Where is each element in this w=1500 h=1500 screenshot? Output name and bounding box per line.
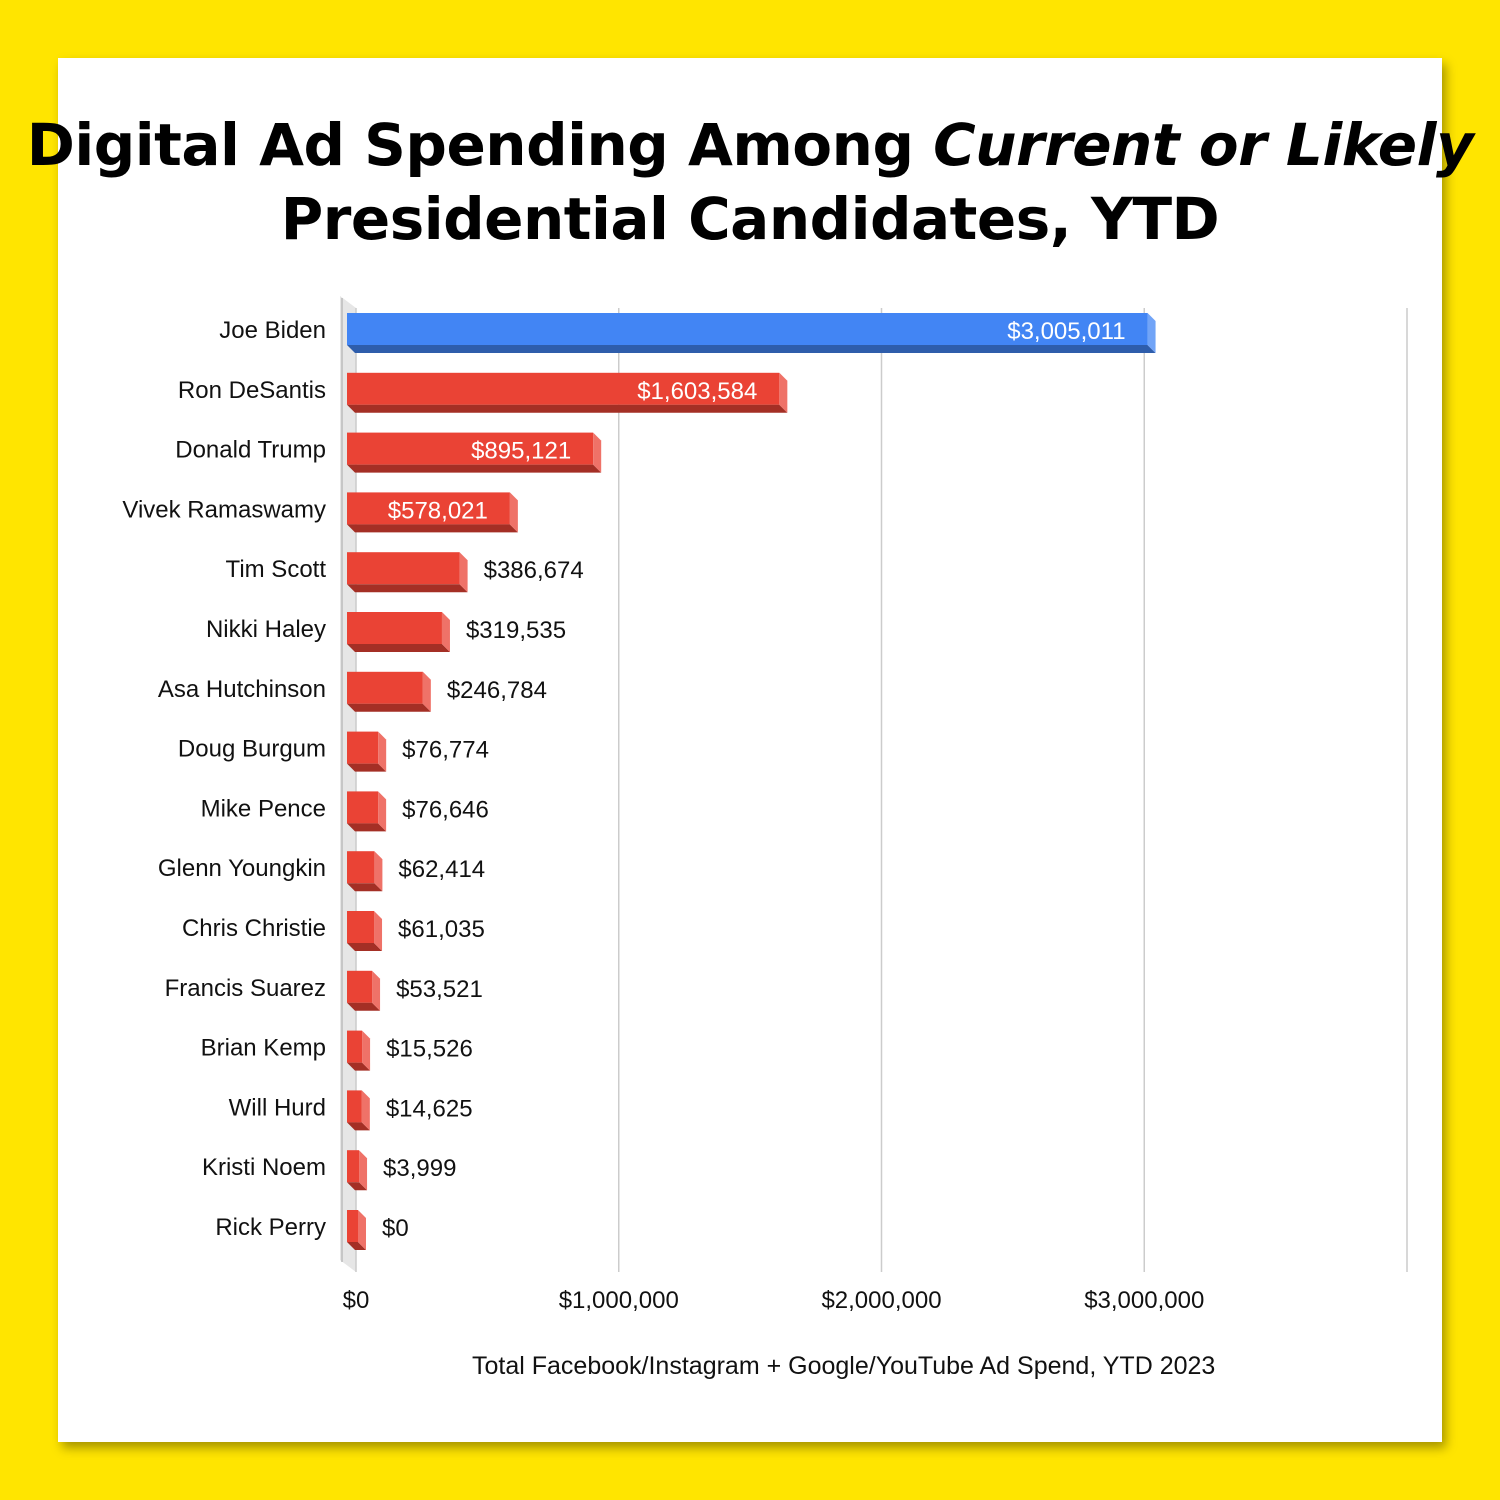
bar-2 xyxy=(347,432,594,465)
title-part-1: Digital Ad Spending Among xyxy=(26,111,934,179)
x-tick-label-1: $1,000,000 xyxy=(559,1287,679,1314)
value-label-8: $76,646 xyxy=(402,796,489,823)
bar-bottom-1 xyxy=(347,404,788,413)
value-label-11: $53,521 xyxy=(396,976,483,1003)
bar-12 xyxy=(347,1030,363,1063)
value-label-12: $15,526 xyxy=(386,1036,473,1063)
bar-14 xyxy=(347,1150,360,1183)
value-label-4: $386,674 xyxy=(484,557,584,584)
value-label-5: $319,535 xyxy=(466,617,566,644)
bar-bottom-10 xyxy=(347,943,383,951)
bar-end-4 xyxy=(459,552,468,593)
value-label-6: $246,784 xyxy=(447,677,547,704)
bar-bottom-15 xyxy=(347,1242,366,1250)
bar-end-15 xyxy=(358,1210,366,1250)
bar-bottom-13 xyxy=(347,1122,370,1131)
bar-15 xyxy=(347,1210,358,1242)
x-tick-label-3: $3,000,000 xyxy=(1084,1287,1204,1314)
category-label-0: Joe Biden xyxy=(219,317,326,344)
bar-bottom-9 xyxy=(347,883,383,892)
value-label-3: $578,021 xyxy=(388,497,488,524)
x-tick-label-0: $0 xyxy=(343,1287,370,1314)
bar-bottom-6 xyxy=(347,703,431,712)
bar-end-3 xyxy=(509,492,518,533)
x-axis-title: Total Facebook/Instagram + Google/YouTub… xyxy=(472,1352,1216,1380)
bar-end-5 xyxy=(441,612,450,652)
bar-bottom-2 xyxy=(347,464,602,473)
value-label-15: $0 xyxy=(382,1215,409,1242)
chart-title: Digital Ad Spending Among Current or Lik… xyxy=(0,108,1500,256)
bar-bottom-14 xyxy=(347,1182,368,1191)
bar-8 xyxy=(347,791,379,824)
bar-bottom-3 xyxy=(347,524,518,533)
bar-end-10 xyxy=(374,911,383,951)
bar-7 xyxy=(347,731,379,764)
bar-13 xyxy=(347,1090,362,1123)
bar-6 xyxy=(347,671,423,704)
bar-9 xyxy=(347,851,375,884)
bar-end-6 xyxy=(422,671,431,712)
bar-end-14 xyxy=(359,1150,368,1191)
category-label-10: Chris Christie xyxy=(182,915,326,942)
bar-0 xyxy=(347,313,1148,345)
title-part-3: Presidential Candidates, YTD xyxy=(280,185,1220,253)
bar-3 xyxy=(347,492,510,525)
category-label-4: Tim Scott xyxy=(226,556,327,583)
bar-bottom-5 xyxy=(347,644,450,652)
bar-bottom-7 xyxy=(347,763,387,772)
category-label-6: Asa Hutchinson xyxy=(158,676,326,703)
category-label-3: Vivek Ramaswamy xyxy=(122,496,326,523)
value-label-0: $3,005,011 xyxy=(1007,318,1125,345)
category-label-7: Doug Burgum xyxy=(178,736,326,763)
title-part-2: Current or Likely xyxy=(933,111,1474,179)
bar-end-11 xyxy=(372,970,381,1011)
category-label-9: Glenn Youngkin xyxy=(158,855,326,882)
bar-5 xyxy=(347,612,442,644)
bar-10 xyxy=(347,911,375,943)
value-label-7: $76,774 xyxy=(402,737,489,764)
category-label-11: Francis Suarez xyxy=(165,975,326,1002)
category-label-2: Donald Trump xyxy=(175,437,326,464)
bar-bottom-0 xyxy=(347,345,1156,353)
bar-bottom-8 xyxy=(347,823,387,832)
category-label-13: Will Hurd xyxy=(229,1094,326,1121)
bar-bottom-12 xyxy=(347,1062,371,1071)
bar-end-12 xyxy=(362,1030,371,1071)
value-label-1: $1,603,584 xyxy=(637,378,757,405)
bar-end-0 xyxy=(1147,313,1156,353)
bar-4 xyxy=(347,552,460,585)
x-tick-label-2: $2,000,000 xyxy=(821,1287,941,1314)
category-label-1: Ron DeSantis xyxy=(178,377,326,404)
value-label-14: $3,999 xyxy=(383,1155,456,1182)
category-label-5: Nikki Haley xyxy=(206,616,326,643)
category-label-8: Mike Pence xyxy=(201,795,326,822)
bar-end-7 xyxy=(378,731,387,772)
value-label-10: $61,035 xyxy=(398,916,485,943)
bar-end-9 xyxy=(374,851,383,892)
axis-wall xyxy=(340,296,356,1272)
bar-11 xyxy=(347,970,373,1003)
bar-1 xyxy=(347,372,780,405)
bar-bottom-11 xyxy=(347,1002,381,1011)
chart-card xyxy=(58,58,1442,1442)
category-label-14: Kristi Noem xyxy=(202,1154,326,1181)
bar-bottom-4 xyxy=(347,584,468,593)
category-label-15: Rick Perry xyxy=(215,1214,326,1241)
value-label-9: $62,414 xyxy=(398,856,485,883)
category-label-12: Brian Kemp xyxy=(201,1035,326,1062)
bar-end-8 xyxy=(378,791,387,832)
value-label-13: $14,625 xyxy=(386,1095,473,1122)
bar-end-13 xyxy=(361,1090,370,1131)
value-label-2: $895,121 xyxy=(471,438,571,465)
bar-end-1 xyxy=(779,372,788,413)
bar-end-2 xyxy=(593,432,602,473)
